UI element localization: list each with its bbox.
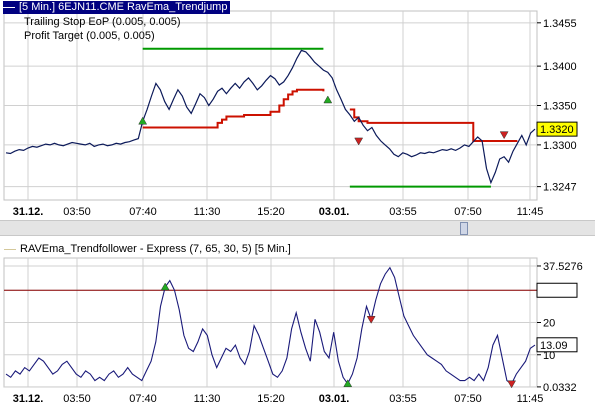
x-tick-label: 11:45 xyxy=(517,393,544,405)
x-tick-label: 03:55 xyxy=(389,393,417,405)
x-tick-label: 03.01. xyxy=(319,206,350,218)
y-tick-label: 10 xyxy=(543,350,555,362)
stop-2-line xyxy=(349,108,518,142)
buy-signal-marker xyxy=(160,282,170,291)
x-tick-label: 07:50 xyxy=(454,393,482,405)
current-oscillator-box xyxy=(536,337,578,353)
y-tick-label: 0.0332 xyxy=(543,382,577,394)
sell-signal-marker xyxy=(499,131,509,140)
y-tick-label: 1.3455 xyxy=(543,18,577,30)
current-price-label: 1.3320 xyxy=(540,124,574,136)
x-tick-label: 15:20 xyxy=(257,393,285,405)
oscillator-panel-title-text: RAVEma_Trendfollower - Express (7, 65, 3… xyxy=(20,243,291,255)
oscillator-series-line xyxy=(5,266,536,385)
x-tick-label: 11:30 xyxy=(194,206,221,218)
oscillator-legend-swatch xyxy=(4,248,16,250)
x-tick-label: 07:40 xyxy=(129,206,157,218)
y-tick-label: 1.3350 xyxy=(543,101,577,113)
x-tick-label: 07:40 xyxy=(129,393,157,405)
x-tick-label: 31.12. xyxy=(13,206,44,218)
scrollbar-thumb[interactable] xyxy=(460,222,468,235)
buy-signal-marker xyxy=(343,379,353,388)
price-series-line xyxy=(5,49,536,185)
x-tick-label: 11:45 xyxy=(517,206,544,218)
y-tick-label: 1.3247 xyxy=(543,182,577,194)
current-oscillator-label: 13.09 xyxy=(540,340,568,352)
x-tick-label: 03:50 xyxy=(63,206,91,218)
sell-signal-marker xyxy=(507,380,517,389)
y-tick-label: 37.5276 xyxy=(543,261,583,273)
x-tick-label: 03:55 xyxy=(389,206,417,218)
threshold-value-box xyxy=(536,282,578,298)
x-tick-label: 15:20 xyxy=(257,206,285,218)
x-tick-label: 03.01. xyxy=(319,393,350,405)
y-tick-label: 1.3300 xyxy=(543,140,577,152)
price-panel-title: [5 Min.] 6EJN11.CME RavEma_Trendjump xyxy=(3,1,231,14)
price-panel-title-text: [5 Min.] 6EJN11.CME RavEma_Trendjump xyxy=(19,1,228,13)
oscillator-panel-title: RAVEma_Trendfollower - Express (7, 65, 3… xyxy=(4,243,291,255)
current-price-box xyxy=(536,121,578,137)
price-legend-swatch xyxy=(3,6,15,8)
buy-signal-marker xyxy=(323,95,333,104)
y-tick-label: 1.3400 xyxy=(543,61,577,73)
price-panel: 1.3455 1.3400 1.3350 1.3300 1.3247 31.12. 03:5… xyxy=(3,10,578,218)
stop-1-line xyxy=(142,88,325,129)
x-tick-label: 11:30 xyxy=(194,393,221,405)
x-tick-label: 03:50 xyxy=(63,393,91,405)
buy-signal-marker xyxy=(138,116,148,125)
sell-signal-marker xyxy=(366,316,376,324)
x-tick-label: 31.12. xyxy=(13,393,44,405)
x-tick-label: 07:50 xyxy=(454,206,482,218)
oscillator-panel: 37.527630.0020100.033231.12.03:5007:4011… xyxy=(3,257,583,405)
profit-target-legend: Profit Target (0.005, 0.005) xyxy=(24,30,155,42)
sell-signal-marker xyxy=(354,137,364,146)
trailing-stop-legend: Trailing Stop EoP (0.005, 0.005) xyxy=(24,16,181,28)
time-scrollbar[interactable] xyxy=(0,220,595,236)
y-tick-label: 20 xyxy=(543,318,555,330)
